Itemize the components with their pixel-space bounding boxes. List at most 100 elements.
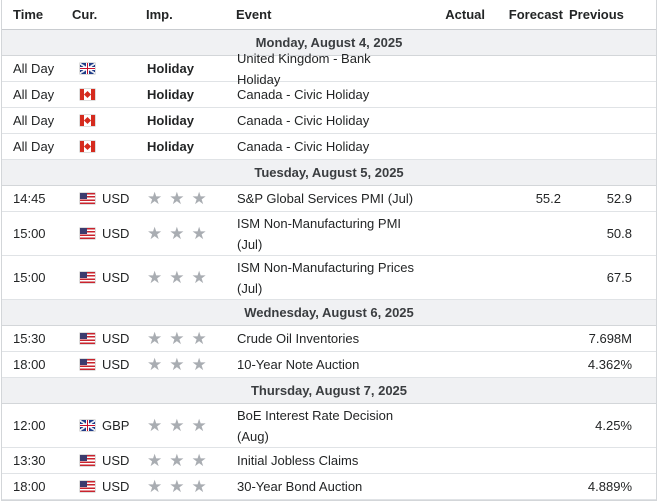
event-currency: USD [72,191,137,206]
event-row[interactable]: All Day Holiday United Kingdom - Bank Holi… [2,51,656,87]
table-body: Monday, August 4, 2025 All Day Holiday Unit… [2,30,656,500]
event-time: 18:00 [13,357,46,372]
star-icon: ★ [191,268,207,287]
star-icon: ★ [191,451,207,470]
star-icon: ★ [147,224,163,243]
header-previous[interactable]: Previous [569,7,624,22]
uk-flag-icon [80,420,95,431]
header-currency[interactable]: Cur. [72,7,98,22]
event-row[interactable]: All Day Holiday Canada - Civic Holiday [2,82,656,108]
event-row[interactable]: All Day Holiday Canada - Civic Holiday [2,108,656,134]
star-icon: ★ [147,268,163,287]
table-header: Time Cur. Imp. Event Actual Forecast Pre… [2,0,656,30]
event-time: 13:30 [13,453,46,468]
event-previous: 4.25% [595,418,632,433]
event-importance: ★ ★ ★ [137,417,227,434]
event-currency: GBP [72,418,137,433]
date-row: Tuesday, August 5, 2025 [2,160,656,186]
event-previous: 67.5 [606,270,632,285]
event-name[interactable]: 30-Year Bond Auction [237,479,363,494]
header-importance[interactable]: Imp. [146,7,173,22]
event-previous: 4.362% [587,357,632,372]
event-time: 18:00 [13,479,46,494]
star-icon: ★ [169,329,185,348]
us-flag-icon [80,481,95,492]
event-previous: 4.889% [587,479,632,494]
event-time: All Day [13,139,55,154]
event-name[interactable]: Canada - Civic Holiday [237,87,370,102]
event-row[interactable]: 15:30 USD ★ ★ ★ Crude Oil Inventories 7.698M [2,326,656,352]
event-row[interactable]: 13:30 USD ★ ★ ★ Initial Jobless Claims [2,448,656,474]
holiday-label: Holiday [147,139,194,154]
currency-code: USD [102,331,130,346]
event-time: 12:00 [13,418,46,433]
event-time: All Day [13,113,55,128]
currency-code: USD [102,479,130,494]
event-name[interactable]: 10-Year Note Auction [237,357,360,372]
event-importance: ★ ★ ★ [137,225,227,242]
event-importance: ★ ★ ★ [137,330,227,347]
uk-flag-icon [80,63,95,74]
event-name[interactable]: ISM Non-Manufacturing PMI (Jul) [237,215,402,252]
star-icon: ★ [191,355,207,374]
event-row[interactable]: 15:00 USD ★ ★ ★ ISM Non-Manufacturing Prices … [2,256,656,300]
date-row: Monday, August 4, 2025 [2,30,656,56]
header-event[interactable]: Event [236,7,272,22]
event-name[interactable]: S&P Global Services PMI (Jul) [237,191,414,206]
event-name[interactable]: Canada - Civic Holiday [237,113,370,128]
star-icon: ★ [169,355,185,374]
star-icon: ★ [169,224,185,243]
event-name[interactable]: Crude Oil Inventories [237,331,360,346]
event-previous: 50.8 [606,226,632,241]
event-name[interactable]: BoE Interest Rate Decision (Aug) [237,407,394,444]
header-time[interactable]: Time [13,7,44,22]
event-row[interactable]: 15:00 USD ★ ★ ★ ISM Non-Manufacturing PMI (Ju… [2,212,656,256]
event-name[interactable]: United Kingdom - Bank Holiday [237,50,371,87]
star-icon: ★ [191,416,207,435]
currency-code: USD [102,453,130,468]
event-time: 15:00 [13,270,46,285]
event-name[interactable]: Canada - Civic Holiday [237,139,370,154]
canada-flag-icon [80,141,95,152]
star-icon: ★ [191,477,207,496]
us-flag-icon [80,359,95,370]
event-forecast: 55.2 [535,191,561,206]
event-row[interactable]: 18:00 USD ★ ★ ★ 30-Year Bond Auction 4.889% [2,474,656,500]
star-icon: ★ [147,477,163,496]
star-icon: ★ [191,189,207,208]
event-importance: Holiday [137,139,227,154]
star-icon: ★ [191,224,207,243]
star-icon: ★ [169,451,185,470]
header-forecast[interactable]: Forecast [508,7,563,22]
us-flag-icon [80,272,95,283]
star-icon: ★ [169,268,185,287]
event-currency: USD [72,270,137,285]
event-row[interactable]: 12:00 GBP ★ ★ ★ BoE Interest Rate Decision (A… [2,404,656,448]
event-currency [72,115,137,126]
event-currency: USD [72,331,137,346]
date-row: Thursday, August 7, 2025 [2,378,656,404]
star-icon: ★ [147,451,163,470]
event-currency [72,141,137,152]
holiday-label: Holiday [147,61,194,76]
event-name[interactable]: ISM Non-Manufacturing Prices (Jul) [237,259,415,296]
event-name[interactable]: Initial Jobless Claims [237,453,359,468]
event-time: All Day [13,87,55,102]
event-row[interactable]: 14:45 USD ★ ★ ★ S&P Global Services PMI (Jul)… [2,186,656,212]
star-icon: ★ [191,329,207,348]
currency-code: USD [102,191,130,206]
holiday-label: Holiday [147,113,194,128]
event-time: 15:00 [13,226,46,241]
event-time: 14:45 [13,191,46,206]
event-row[interactable]: All Day Holiday Canada - Civic Holiday [2,134,656,160]
star-icon: ★ [147,416,163,435]
event-importance: ★ ★ ★ [137,269,227,286]
header-actual[interactable]: Actual [445,7,485,22]
event-currency: USD [72,453,137,468]
currency-code: USD [102,226,130,241]
event-row[interactable]: 18:00 USD ★ ★ ★ 10-Year Note Auction 4.362% [2,352,656,378]
event-currency [72,63,137,74]
event-importance: Holiday [137,61,227,76]
event-currency: USD [72,357,137,372]
us-flag-icon [80,333,95,344]
